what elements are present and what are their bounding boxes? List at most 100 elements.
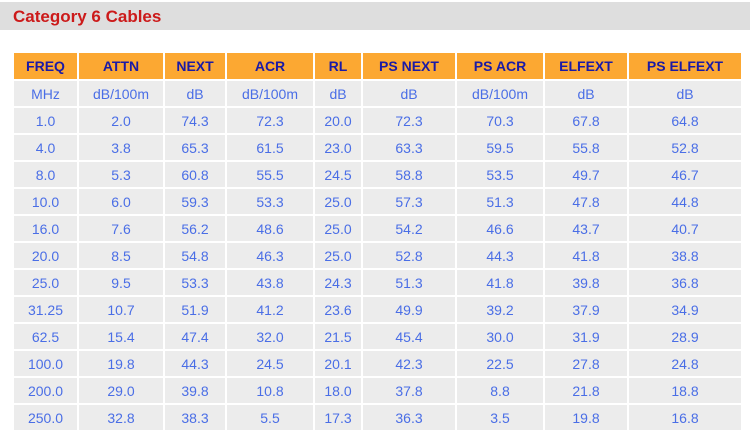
- table-cell: 200.0: [14, 378, 77, 403]
- table-cell: 72.3: [227, 108, 313, 133]
- table-cell: 8.8: [457, 378, 543, 403]
- table-cell: 3.5: [457, 405, 543, 430]
- table-cell: 45.4: [363, 324, 455, 349]
- header-row: FREQ ATTN NEXT ACR RL PS NEXT PS ACR ELFEXT PS E…: [14, 53, 741, 79]
- table-cell: 70.3: [457, 108, 543, 133]
- table-cell: 55.8: [545, 135, 627, 160]
- table-row: 20.0 8.5 54.8 46.3 25.0 52.8 44.3 41.8 38.8: [14, 243, 741, 268]
- table-cell: 46.3: [227, 243, 313, 268]
- unit-cell: dB: [629, 81, 741, 106]
- table-cell: 31.25: [14, 297, 77, 322]
- table-cell: 7.6: [79, 216, 163, 241]
- unit-cell: MHz: [14, 81, 77, 106]
- table-cell: 72.3: [363, 108, 455, 133]
- column-header: ATTN: [79, 53, 163, 79]
- table-cell: 25.0: [315, 243, 361, 268]
- table-row: 25.0 9.5 53.3 43.8 24.3 51.3 41.8 39.8 36.8: [14, 270, 741, 295]
- table-cell: 10.0: [14, 189, 77, 214]
- table-cell: 67.8: [545, 108, 627, 133]
- table-cell: 24.3: [315, 270, 361, 295]
- table-cell: 9.5: [79, 270, 163, 295]
- unit-cell: dB/100m: [79, 81, 163, 106]
- table-cell: 64.8: [629, 108, 741, 133]
- table-cell: 49.9: [363, 297, 455, 322]
- table-cell: 21.5: [315, 324, 361, 349]
- table-cell: 58.8: [363, 162, 455, 187]
- column-header: RL: [315, 53, 361, 79]
- table-row: 16.0 7.6 56.2 48.6 25.0 54.2 46.6 43.7 40.7: [14, 216, 741, 241]
- table-cell: 25.0: [14, 270, 77, 295]
- table-cell: 250.0: [14, 405, 77, 430]
- table-cell: 24.8: [629, 351, 741, 376]
- table-row: 62.5 15.4 47.4 32.0 21.5 45.4 30.0 31.9 28.9: [14, 324, 741, 349]
- table-cell: 27.8: [545, 351, 627, 376]
- table-cell: 3.8: [79, 135, 163, 160]
- units-row: MHz dB/100m dB dB/100m dB dB dB/100m dB dB: [14, 81, 741, 106]
- unit-cell: dB/100m: [457, 81, 543, 106]
- table-cell: 44.3: [165, 351, 225, 376]
- cable-spec-table: FREQ ATTN NEXT ACR RL PS NEXT PS ACR ELFEXT PS E…: [12, 51, 743, 432]
- page-title: Category 6 Cables: [13, 7, 162, 26]
- unit-cell: dB: [545, 81, 627, 106]
- table-cell: 51.3: [457, 189, 543, 214]
- unit-cell: dB: [315, 81, 361, 106]
- table-cell: 23.0: [315, 135, 361, 160]
- table-cell: 34.9: [629, 297, 741, 322]
- table-cell: 52.8: [629, 135, 741, 160]
- table-cell: 1.0: [14, 108, 77, 133]
- table-cell: 25.0: [315, 189, 361, 214]
- table-cell: 29.0: [79, 378, 163, 403]
- table-cell: 6.0: [79, 189, 163, 214]
- table-cell: 37.8: [363, 378, 455, 403]
- table-cell: 8.0: [14, 162, 77, 187]
- table-cell: 2.0: [79, 108, 163, 133]
- table-cell: 25.0: [315, 216, 361, 241]
- table-cell: 74.3: [165, 108, 225, 133]
- table-cell: 20.1: [315, 351, 361, 376]
- table-cell: 43.7: [545, 216, 627, 241]
- table-cell: 10.8: [227, 378, 313, 403]
- table-cell: 100.0: [14, 351, 77, 376]
- table-cell: 54.8: [165, 243, 225, 268]
- table-cell: 61.5: [227, 135, 313, 160]
- table-cell: 36.8: [629, 270, 741, 295]
- table-cell: 44.3: [457, 243, 543, 268]
- table-cell: 5.5: [227, 405, 313, 430]
- table-cell: 22.5: [457, 351, 543, 376]
- table-cell: 46.6: [457, 216, 543, 241]
- table-cell: 51.9: [165, 297, 225, 322]
- table-cell: 57.3: [363, 189, 455, 214]
- table-cell: 17.3: [315, 405, 361, 430]
- table-cell: 47.4: [165, 324, 225, 349]
- column-header: PS NEXT: [363, 53, 455, 79]
- table-cell: 47.8: [545, 189, 627, 214]
- table-cell: 41.8: [457, 270, 543, 295]
- table-cell: 16.8: [629, 405, 741, 430]
- table-cell: 10.7: [79, 297, 163, 322]
- table-cell: 20.0: [315, 108, 361, 133]
- table-cell: 55.5: [227, 162, 313, 187]
- table-cell: 15.4: [79, 324, 163, 349]
- column-header: PS ACR: [457, 53, 543, 79]
- table-cell: 37.9: [545, 297, 627, 322]
- table-cell: 19.8: [545, 405, 627, 430]
- unit-cell: dB: [165, 81, 225, 106]
- table-cell: 39.2: [457, 297, 543, 322]
- table-row: 31.25 10.7 51.9 41.2 23.6 49.9 39.2 37.9 34.9: [14, 297, 741, 322]
- table-cell: 28.9: [629, 324, 741, 349]
- table-cell: 54.2: [363, 216, 455, 241]
- table-cell: 44.8: [629, 189, 741, 214]
- column-header: FREQ: [14, 53, 77, 79]
- table-cell: 51.3: [363, 270, 455, 295]
- title-bar: Category 6 Cables: [0, 2, 750, 30]
- table-cell: 56.2: [165, 216, 225, 241]
- column-header: ACR: [227, 53, 313, 79]
- table-cell: 18.8: [629, 378, 741, 403]
- table-cell: 41.2: [227, 297, 313, 322]
- table-row: 200.0 29.0 39.8 10.8 18.0 37.8 8.8 21.8 18.8: [14, 378, 741, 403]
- table-row: 10.0 6.0 59.3 53.3 25.0 57.3 51.3 47.8 44.8: [14, 189, 741, 214]
- table-cell: 39.8: [545, 270, 627, 295]
- table-cell: 5.3: [79, 162, 163, 187]
- table-cell: 23.6: [315, 297, 361, 322]
- column-header: NEXT: [165, 53, 225, 79]
